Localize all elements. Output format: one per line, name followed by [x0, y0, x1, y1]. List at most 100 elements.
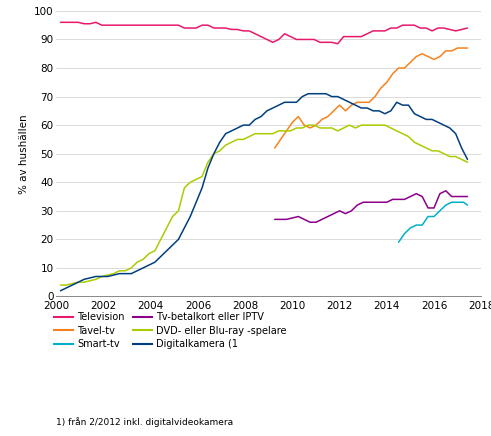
Tavel-tv [301, 123, 307, 128]
Tv-betalkort eller IPTV [413, 191, 419, 196]
DVD- eller Blu-ray -spelare [110, 271, 116, 276]
Television [282, 31, 288, 36]
Tv-betalkort eller IPTV [325, 214, 331, 219]
Television [181, 25, 187, 31]
Smart-tv [455, 200, 461, 205]
Television [335, 41, 341, 46]
Digitalkamera (1 [181, 225, 187, 231]
Tavel-tv [431, 57, 437, 62]
Digitalkamera (1 [406, 102, 411, 108]
DVD- eller Blu-ray -spelare [282, 128, 288, 133]
Tv-betalkort eller IPTV [284, 217, 290, 222]
Tv-betalkort eller IPTV [278, 217, 284, 222]
Tavel-tv [290, 119, 296, 125]
Tv-betalkort eller IPTV [355, 202, 360, 208]
Tavel-tv [437, 54, 443, 59]
Tv-betalkort eller IPTV [455, 194, 461, 199]
Tv-betalkort eller IPTV [349, 208, 355, 214]
Y-axis label: % av hushällen: % av hushällen [19, 114, 28, 194]
DVD- eller Blu-ray -spelare [406, 134, 411, 139]
Smart-tv [408, 225, 413, 231]
Tv-betalkort eller IPTV [390, 197, 396, 202]
Television [57, 20, 63, 25]
Television [110, 23, 116, 28]
Tavel-tv [455, 45, 461, 51]
Smart-tv [461, 200, 466, 205]
Television [406, 23, 411, 28]
Tavel-tv [413, 54, 419, 59]
Line: Smart-tv: Smart-tv [399, 202, 467, 242]
Smart-tv [443, 202, 449, 208]
Line: Tv-betalkort eller IPTV: Tv-betalkort eller IPTV [275, 191, 467, 222]
Tv-betalkort eller IPTV [290, 215, 296, 221]
Tavel-tv [384, 80, 390, 85]
Smart-tv [413, 222, 419, 228]
Tv-betalkort eller IPTV [313, 220, 319, 225]
Tv-betalkort eller IPTV [461, 194, 466, 199]
Digitalkamera (1 [411, 111, 417, 116]
Tavel-tv [396, 65, 402, 71]
Tavel-tv [378, 85, 384, 91]
Smart-tv [437, 208, 443, 214]
Tavel-tv [325, 114, 331, 119]
Legend: Television, Tavel-tv, Smart-tv, Tv-betalkort eller IPTV, DVD- eller Blu-ray -spe: Television, Tavel-tv, Smart-tv, Tv-betal… [54, 312, 286, 349]
Tavel-tv [313, 123, 319, 128]
Digitalkamera (1 [110, 272, 116, 278]
Tavel-tv [443, 48, 449, 54]
Tavel-tv [449, 48, 455, 54]
Tv-betalkort eller IPTV [360, 200, 366, 205]
Tv-betalkort eller IPTV [337, 208, 343, 214]
Smart-tv [431, 214, 437, 219]
Television [411, 23, 417, 28]
Tavel-tv [425, 54, 431, 59]
Digitalkamera (1 [57, 288, 63, 293]
Tv-betalkort eller IPTV [384, 200, 390, 205]
Tv-betalkort eller IPTV [372, 200, 378, 205]
Tv-betalkort eller IPTV [343, 211, 349, 216]
Tv-betalkort eller IPTV [378, 200, 384, 205]
Smart-tv [464, 202, 470, 208]
Line: DVD- eller Blu-ray -spelare: DVD- eller Blu-ray -spelare [60, 125, 467, 285]
Tavel-tv [296, 114, 301, 119]
Tavel-tv [278, 137, 284, 142]
Smart-tv [425, 214, 431, 219]
Tv-betalkort eller IPTV [331, 211, 337, 216]
Digitalkamera (1 [282, 100, 288, 105]
Tavel-tv [337, 102, 343, 108]
Line: Digitalkamera (1: Digitalkamera (1 [60, 94, 467, 291]
Line: Tavel-tv: Tavel-tv [275, 48, 467, 148]
Tavel-tv [272, 145, 278, 150]
Tavel-tv [461, 45, 466, 51]
Tv-betalkort eller IPTV [319, 217, 325, 222]
Tv-betalkort eller IPTV [396, 197, 402, 202]
Tv-betalkort eller IPTV [301, 217, 307, 222]
Tavel-tv [331, 108, 337, 113]
Tavel-tv [372, 94, 378, 99]
Tv-betalkort eller IPTV [443, 188, 449, 194]
Tavel-tv [349, 102, 355, 108]
DVD- eller Blu-ray -spelare [464, 160, 470, 165]
Tavel-tv [419, 51, 425, 56]
Tv-betalkort eller IPTV [437, 191, 443, 196]
Tavel-tv [355, 100, 360, 105]
Tv-betalkort eller IPTV [272, 217, 278, 222]
Digitalkamera (1 [305, 91, 311, 96]
DVD- eller Blu-ray -spelare [152, 248, 158, 253]
Smart-tv [449, 200, 455, 205]
Tavel-tv [366, 100, 372, 105]
Tavel-tv [408, 60, 413, 65]
Tavel-tv [464, 45, 470, 51]
DVD- eller Blu-ray -spelare [57, 283, 63, 288]
Tavel-tv [360, 100, 366, 105]
Tv-betalkort eller IPTV [366, 200, 372, 205]
Smart-tv [396, 240, 402, 245]
Tavel-tv [402, 65, 408, 71]
Tv-betalkort eller IPTV [449, 194, 455, 199]
Line: Television: Television [60, 22, 467, 44]
Tavel-tv [284, 128, 290, 133]
Tv-betalkort eller IPTV [431, 205, 437, 211]
Tavel-tv [343, 108, 349, 113]
Tv-betalkort eller IPTV [307, 220, 313, 225]
Television [464, 25, 470, 31]
Tv-betalkort eller IPTV [425, 205, 431, 211]
